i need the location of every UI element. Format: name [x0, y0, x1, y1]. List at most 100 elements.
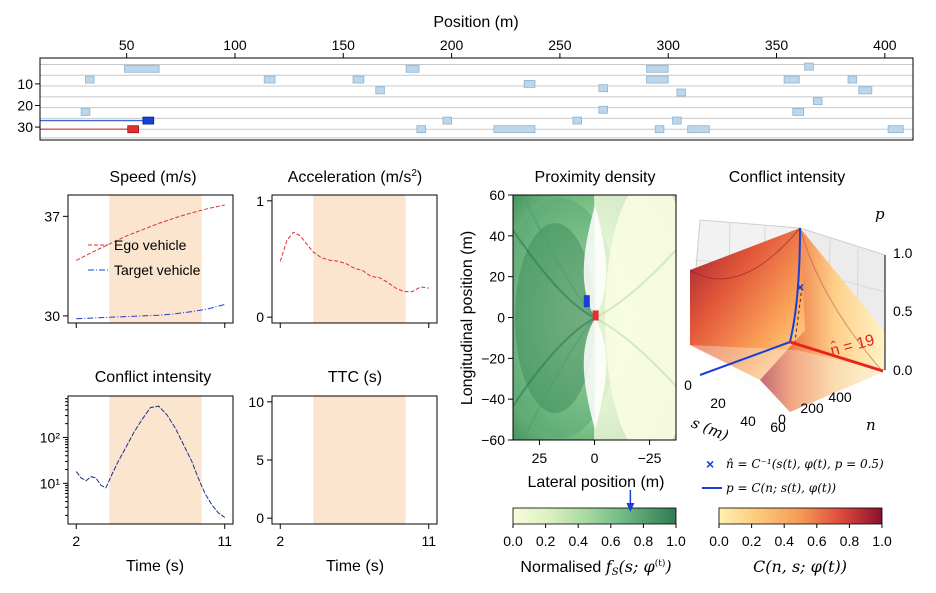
conflict-time-panel: Conflict intensity 10¹ 10² 2 11 Time (s) [40, 369, 234, 575]
surface-nhat-line [789, 340, 884, 373]
road-vehicle-other [85, 75, 95, 84]
proximity-x-tick-label: −25 [638, 450, 662, 466]
surface-n-label: n [866, 416, 876, 434]
road-vehicle-other [572, 116, 582, 125]
x-tick-label: 11 [421, 533, 436, 549]
road-y-tick-label: 20 [17, 97, 33, 113]
road-vehicle-other [676, 88, 686, 97]
colorbar-tick-label: 0.0 [503, 533, 523, 549]
proximity-ylabel: Longitudinal position (m) [459, 231, 476, 405]
road-y-tick-label: 30 [17, 119, 33, 135]
road-frame [39, 57, 914, 141]
shaded-region [109, 195, 202, 323]
colorbar-label-sup: (t) [655, 558, 666, 569]
road-x-tick-label: 50 [119, 37, 135, 53]
shaded-region [109, 396, 202, 524]
road-vehicle-other [523, 79, 536, 88]
proximity-y-tick-label: −60 [481, 432, 505, 448]
legend-item-line: p = C(n; s(t), φ(t)) [726, 481, 836, 495]
road-lane-lines [40, 63, 913, 139]
surface-s-tick-label: 40 [740, 413, 756, 429]
colorbar-label-close: ) [664, 557, 671, 576]
ttc-title: TTC (s) [328, 369, 382, 386]
shaded-region [313, 396, 406, 524]
surface-legend: × n̂ = C⁻¹(s(t), φ(t), p = 0.5) p = C(n;… [702, 456, 884, 495]
conflict-time-title: Conflict intensity [95, 369, 212, 386]
surface-cross-marker: × [796, 279, 804, 295]
road-x-tick-label: 400 [873, 37, 897, 53]
colorbar-tick-label: 0.6 [807, 533, 827, 549]
road-vehicle-other [858, 86, 873, 95]
road-vehicle-other [847, 75, 858, 84]
road-panel: Position (m) 50 100 150 200 250 300 350 400 10 20… [17, 14, 914, 141]
surface-colorbar-label: C(n, s; φ(t)) [753, 557, 847, 576]
road-x-tick-label: 150 [332, 37, 356, 53]
road-vehicle-other [812, 97, 823, 106]
road-x-tick-label: 300 [657, 37, 681, 53]
y-tick-label: 5 [256, 452, 264, 468]
surface-p-label: p [875, 205, 885, 223]
road-vehicle-other [672, 116, 682, 125]
proximity-colorbar-ticks: 0.0 0.2 0.4 0.6 0.8 1.0 [503, 524, 686, 549]
plot-frame [67, 395, 234, 525]
x-tick-label: 11 [217, 533, 232, 549]
x-tick-label: 2 [72, 533, 80, 549]
road-vehicle-other [598, 105, 608, 114]
proximity-x-tick-label: 0 [591, 450, 599, 466]
colorbar-tick-label: 0.2 [536, 533, 556, 549]
surface-p-tick-label: 1.0 [893, 245, 913, 261]
road-vehicle-ego [127, 125, 139, 134]
proximity-ego-vehicle [592, 310, 599, 321]
acceleration-title-exp: 2 [411, 168, 417, 179]
proximity-y-tick-label: −20 [481, 350, 505, 366]
plot-frame [271, 194, 438, 324]
road-vehicle-other [493, 125, 536, 134]
series-line [76, 204, 225, 261]
colorbar-tick-label: 0.8 [634, 533, 654, 549]
road-vehicle-other [646, 64, 669, 73]
surface-s-tick-label: 0 [684, 377, 692, 393]
road-vehicle-other [124, 64, 160, 73]
acceleration-panel: Acceleration (m/s2) 0 1 [256, 168, 438, 328]
road-vehicles [40, 62, 904, 134]
y-tick-label: 10 [248, 394, 264, 410]
surface-s-tick-label: 60 [770, 419, 786, 435]
road-vehicle-other [598, 84, 608, 93]
y-tick-label: 30 [44, 308, 60, 324]
proximity-title: Proximity density [535, 169, 656, 186]
speed-panel: Speed (m/s) 30 37 Ego vehicle Target vehicl… [44, 169, 234, 328]
colorbar-label-math: f [605, 557, 615, 576]
road-vehicle-other [352, 75, 365, 84]
series-line [75, 405, 226, 518]
colorbar-label-word: Normalised [520, 559, 605, 576]
surface-n-tick-label: 0 [778, 411, 786, 427]
proximity-y-tick-label: 40 [489, 228, 505, 244]
heatmap-light-region [594, 195, 676, 440]
surface-p-tick-label: 0.5 [893, 303, 913, 319]
surface-s-tick-label: 20 [710, 395, 726, 411]
proximity-x-tick-label: 25 [532, 450, 548, 466]
road-vehicle-other [792, 108, 805, 116]
y-tick-label: 37 [44, 208, 60, 224]
proximity-heatmap [513, 195, 676, 440]
y-tick-label: 0 [256, 510, 264, 526]
proximity-xlabel: Lateral position (m) [528, 474, 665, 491]
series-line [76, 304, 225, 320]
proximity-colorbar [512, 507, 677, 525]
proximity-ticks: 25 0 −25 60 40 20 0 −20 −40 −60 [481, 187, 661, 466]
surface-ridge [689, 227, 801, 280]
road-vehicle-other [783, 75, 800, 84]
legend-target-label: Target vehicle [114, 262, 201, 278]
road-vehicle-other [687, 125, 710, 134]
road-vehicle-other [442, 116, 452, 125]
road-title: Position (m) [433, 14, 518, 31]
proximity-colorbar-label: Normalised fS(s; φ(t)) [520, 557, 671, 578]
road-x-tick-label: 350 [765, 37, 789, 53]
colorbar-tick-label: 1.0 [666, 533, 686, 549]
road-vehicle-other [646, 75, 669, 84]
road-y-tick-label: 10 [17, 76, 33, 92]
road-vehicle-other [405, 64, 420, 73]
plot-frame [67, 194, 234, 324]
